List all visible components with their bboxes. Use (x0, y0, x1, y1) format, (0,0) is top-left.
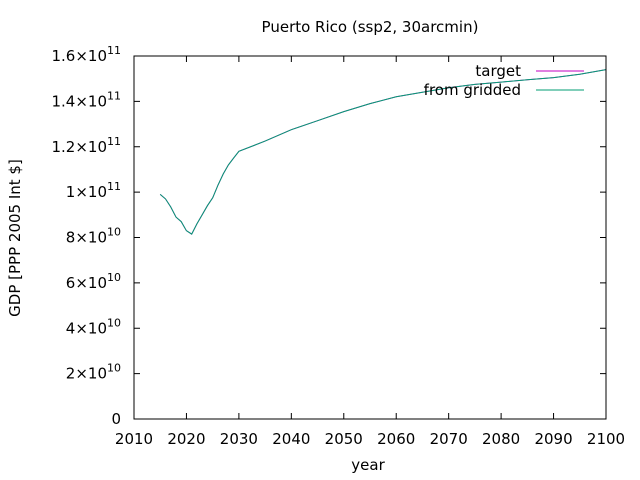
y-tick-exponent: 10 (107, 362, 121, 375)
x-tick-label: 2030 (220, 430, 258, 448)
series-line-0 (159, 69, 607, 235)
y-tick-mantissa: 1.2×10 (51, 138, 107, 156)
y-tick-mantissa: 8×10 (66, 229, 107, 247)
y-tick-mantissa: 1.4×10 (51, 92, 107, 110)
x-tick-label: 2010 (115, 430, 153, 448)
series-line-1 (159, 69, 607, 235)
x-tick-label: 2060 (377, 430, 415, 448)
y-tick-exponent: 11 (107, 180, 121, 193)
y-tick-exponent: 10 (107, 316, 121, 329)
plot-frame (133, 55, 607, 420)
x-tick-label: 2070 (430, 430, 468, 448)
y-tick-mantissa: 0 (111, 410, 121, 428)
legend-label: target (475, 62, 521, 80)
y-tick-label: 8×1010 (66, 226, 121, 247)
y-tick-label: 1×1011 (66, 180, 121, 201)
x-tick-label: 2040 (272, 430, 310, 448)
y-tick-exponent: 11 (107, 89, 121, 102)
chart-title: Puerto Rico (ssp2, 30arcmin) (262, 18, 479, 36)
y-tick-label: 1.6×1011 (51, 44, 121, 65)
x-tick-label: 2090 (534, 430, 572, 448)
y-tick-mantissa: 1.6×10 (51, 47, 107, 65)
legend-label: from gridded (424, 81, 521, 99)
x-tick-label: 2050 (325, 430, 363, 448)
y-tick-mantissa: 6×10 (66, 274, 107, 292)
y-tick-label: 4×1010 (66, 316, 121, 337)
y-tick-exponent: 11 (107, 44, 121, 57)
x-axis-title: year (351, 456, 385, 474)
y-axis-title: GDP [PPP 2005 Int $] (6, 159, 24, 317)
x-tick-label: 2100 (587, 430, 625, 448)
y-tick-mantissa: 1×10 (66, 183, 107, 201)
axis-ticks: 2010 2020 2030 2040 2050 2060 2070 2080 2090 2100… (51, 44, 625, 448)
y-tick-label: 1.2×1011 (51, 135, 121, 156)
y-tick-mantissa: 4×10 (66, 319, 107, 337)
y-tick-label: 2×1010 (66, 362, 121, 383)
x-tick-label: 2080 (482, 430, 520, 448)
y-tick-label: 0 (111, 410, 121, 428)
series-lines (159, 69, 607, 235)
y-tick-exponent: 10 (107, 226, 121, 239)
y-tick-exponent: 11 (107, 135, 121, 148)
y-tick-label: 1.4×1011 (51, 89, 121, 110)
y-tick-exponent: 10 (107, 271, 121, 284)
y-tick-label: 6×1010 (66, 271, 121, 292)
y-tick-mantissa: 2×10 (66, 365, 107, 383)
x-tick-label: 2020 (167, 430, 205, 448)
